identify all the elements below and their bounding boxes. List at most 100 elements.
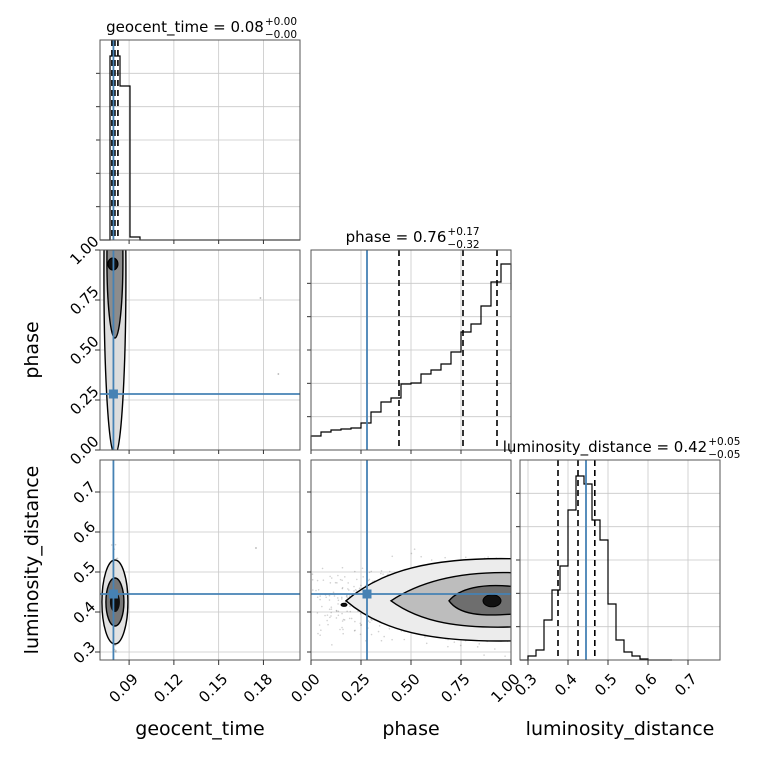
sample-point — [312, 579, 314, 581]
sample-point — [115, 558, 117, 560]
sample-point — [115, 651, 117, 653]
sample-point — [342, 633, 344, 635]
sample-point — [354, 571, 356, 573]
sample-point — [319, 624, 321, 626]
sample-point — [342, 587, 344, 589]
sample-point — [444, 557, 446, 559]
sample-point — [403, 639, 405, 641]
sample-point — [324, 615, 326, 617]
sample-point — [327, 614, 329, 616]
outlier-point — [260, 297, 262, 299]
outlier-point — [277, 373, 279, 375]
sample-point — [330, 612, 332, 614]
sample-point — [504, 655, 506, 657]
sample-point — [351, 618, 353, 620]
sample-point — [341, 579, 343, 581]
sample-point — [342, 629, 344, 631]
sample-point — [349, 606, 351, 608]
sample-point — [383, 636, 385, 638]
sample-point — [379, 625, 381, 627]
sample-point — [115, 544, 117, 546]
sample-point — [323, 579, 325, 581]
sample-point — [329, 608, 331, 610]
panel-background — [100, 460, 300, 660]
sample-point — [380, 573, 382, 575]
sample-point — [354, 630, 356, 632]
sample-point — [362, 576, 364, 578]
sample-point — [414, 548, 416, 550]
panel-luminosity_distance-vs-geocent_time — [100, 460, 300, 660]
sample-point — [478, 643, 480, 645]
sample-point — [337, 597, 339, 599]
sample-point — [378, 631, 380, 633]
sample-point — [411, 553, 413, 555]
sample-point — [312, 589, 314, 591]
sample-point — [347, 582, 349, 584]
sample-point — [353, 590, 355, 592]
sample-point — [341, 627, 343, 629]
truth-marker — [109, 390, 118, 399]
sample-point — [349, 618, 351, 620]
sample-point — [330, 615, 332, 617]
sample-point — [389, 628, 391, 630]
sample-point — [487, 556, 489, 558]
sample-point — [460, 645, 462, 647]
sample-point — [329, 599, 331, 601]
sample-point — [360, 624, 362, 626]
sample-point — [320, 629, 322, 631]
sample-point — [391, 639, 393, 641]
sample-point — [325, 596, 327, 598]
sample-point — [465, 556, 467, 558]
sample-point — [330, 582, 332, 584]
sample-point — [329, 595, 331, 597]
sample-point — [389, 571, 391, 573]
sample-point — [340, 579, 342, 581]
sample-point — [341, 597, 343, 599]
outlier-point — [255, 547, 257, 549]
sample-point — [319, 634, 321, 636]
sample-point — [312, 573, 314, 575]
sample-point — [111, 544, 113, 546]
sample-point — [335, 582, 337, 584]
sample-point — [350, 611, 352, 613]
sample-point — [360, 634, 362, 636]
sample-point — [381, 570, 383, 572]
sample-point — [369, 621, 371, 623]
sample-point — [338, 599, 340, 601]
sample-point — [348, 589, 350, 591]
sample-point — [447, 646, 449, 648]
sample-point — [391, 555, 393, 557]
sample-point — [341, 613, 343, 615]
sample-point — [338, 614, 340, 616]
sample-point — [382, 573, 384, 575]
sample-point — [315, 590, 317, 592]
sample-point — [424, 636, 426, 638]
sample-point — [359, 622, 361, 624]
sample-point — [344, 619, 346, 621]
sample-point — [337, 575, 339, 577]
truth-marker — [109, 590, 118, 599]
sample-point — [336, 617, 338, 619]
sample-point — [359, 588, 361, 590]
sample-point — [329, 576, 331, 578]
sample-point — [333, 592, 335, 594]
sample-point — [317, 612, 319, 614]
sample-point — [362, 567, 364, 569]
sample-point — [360, 613, 362, 615]
sample-point — [329, 617, 331, 619]
sample-point — [477, 646, 479, 648]
panel-luminosity_distance-vs-phase — [311, 460, 516, 660]
sample-point — [317, 633, 319, 635]
sample-point — [369, 572, 371, 574]
sample-point — [342, 567, 344, 569]
sample-point — [331, 608, 333, 610]
sample-point — [355, 589, 357, 591]
sample-point — [381, 640, 383, 642]
sample-point — [336, 582, 338, 584]
sample-point — [326, 620, 328, 622]
sample-point — [319, 599, 321, 601]
sample-point — [344, 576, 346, 578]
sample-point — [420, 556, 422, 558]
